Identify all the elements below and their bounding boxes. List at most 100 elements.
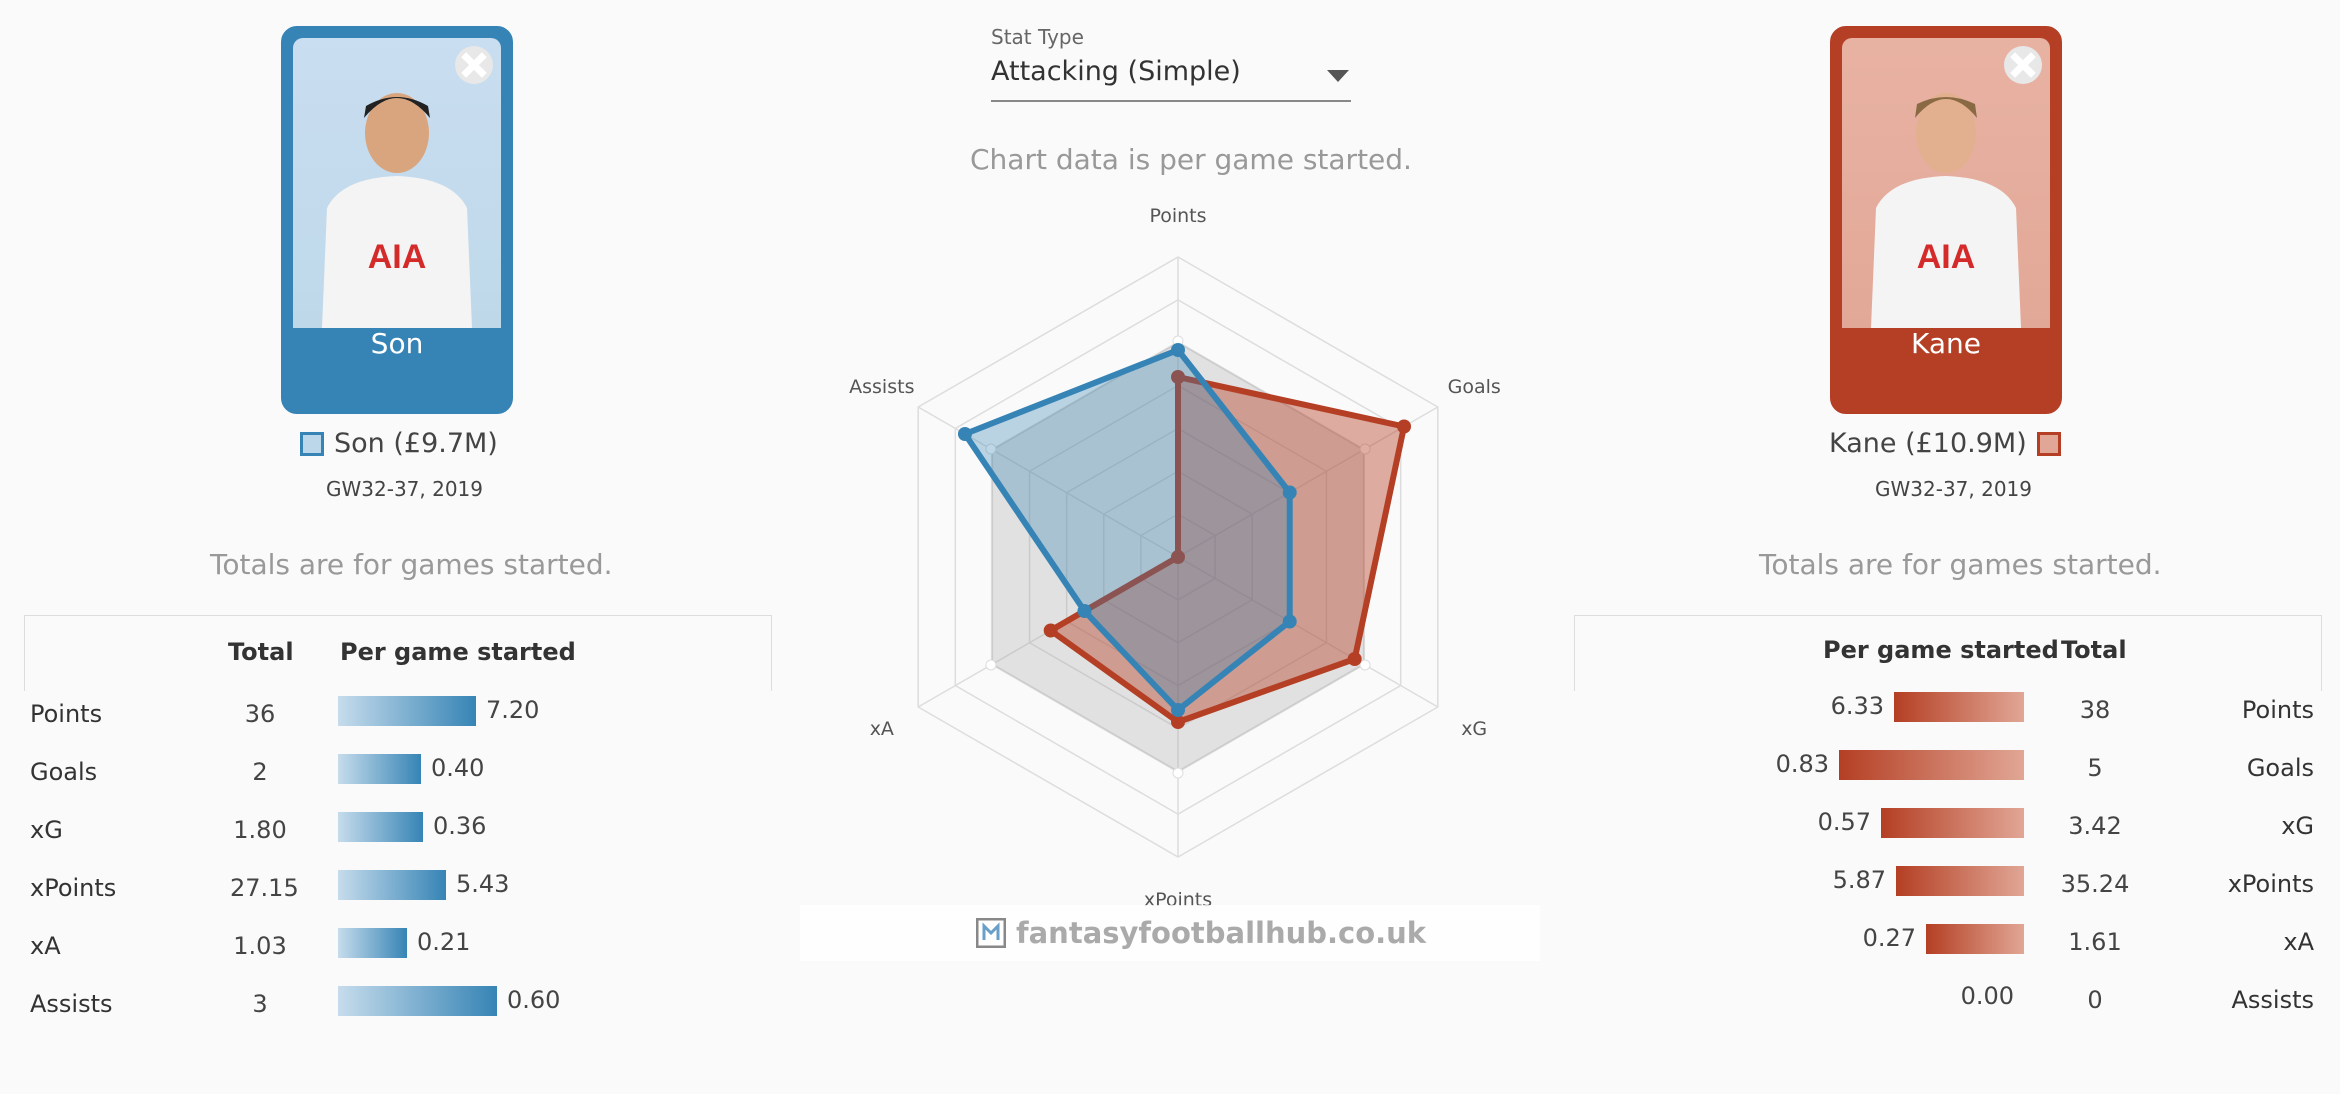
per-game-bar bbox=[1894, 692, 2024, 722]
row-total: 5 bbox=[2087, 754, 2103, 782]
data-point bbox=[1171, 703, 1185, 717]
remove-kane-button[interactable] bbox=[2004, 46, 2042, 84]
row-label: Points bbox=[30, 700, 103, 728]
legend-swatch-kane bbox=[2036, 431, 2061, 456]
per-game-bar bbox=[338, 812, 423, 842]
player-photo-kane: AIA bbox=[1842, 38, 2050, 328]
row-per-game: 0.00 bbox=[1960, 982, 2014, 1010]
row-label: xPoints bbox=[2227, 870, 2314, 898]
data-point bbox=[1171, 343, 1185, 357]
legend-swatch-son bbox=[300, 431, 324, 456]
legend-label-kane: Kane (£10.9M) bbox=[1829, 428, 2027, 459]
data-point bbox=[1397, 419, 1412, 434]
axis-label: Assists bbox=[849, 376, 914, 398]
axis-line bbox=[1177, 556, 1439, 708]
row-total: 38 bbox=[2079, 696, 2111, 724]
player-card-son[interactable]: AIA Son bbox=[281, 26, 513, 414]
row-label: Assists bbox=[2231, 986, 2314, 1014]
row-per-game: 7.20 bbox=[486, 696, 540, 724]
left-header-per-game: Per game started bbox=[340, 638, 576, 666]
row-per-game: 0.57 bbox=[1817, 808, 1871, 836]
left-table-header bbox=[24, 615, 772, 691]
row-label: xA bbox=[2283, 928, 2314, 956]
totals-note-right: Totals are for games started. bbox=[1759, 548, 2162, 581]
right-header-total: Total bbox=[2061, 636, 2127, 664]
per-game-bar bbox=[1839, 750, 2024, 780]
row-total: 36 bbox=[244, 700, 276, 728]
data-point bbox=[1077, 604, 1092, 618]
player-photo-son: AIA bbox=[293, 38, 501, 328]
row-per-game: 5.43 bbox=[456, 870, 510, 898]
player-silhouette: AIA bbox=[1871, 93, 2021, 328]
row-per-game: 0.27 bbox=[1862, 924, 1916, 952]
row-label: Goals bbox=[2246, 754, 2314, 782]
axis-label: Points bbox=[1149, 205, 1206, 227]
row-per-game: 0.36 bbox=[433, 812, 487, 840]
per-game-bar bbox=[1896, 866, 2024, 896]
row-total: 1.80 bbox=[233, 816, 287, 844]
per-game-bar bbox=[338, 870, 446, 900]
svg-text:AIA: AIA bbox=[368, 238, 427, 276]
player-silhouette: AIA bbox=[322, 93, 472, 328]
row-total: 1.61 bbox=[2068, 928, 2122, 956]
data-point bbox=[985, 659, 997, 671]
per-game-bar bbox=[338, 754, 421, 784]
row-per-game: 0.21 bbox=[417, 928, 471, 956]
data-point bbox=[1359, 659, 1371, 671]
row-label: Goals bbox=[30, 758, 98, 786]
per-game-bar bbox=[1881, 808, 2024, 838]
row-total: 35.24 bbox=[2060, 870, 2130, 898]
data-point bbox=[1171, 715, 1185, 729]
data-point bbox=[1347, 652, 1362, 666]
row-label: xG bbox=[30, 816, 63, 844]
legend-son[interactable]: Son (£9.7M) bbox=[300, 428, 498, 459]
row-label: Points bbox=[2241, 696, 2314, 724]
chart-note: Chart data is per game started. bbox=[970, 143, 1412, 176]
left-header-total: Total bbox=[228, 638, 294, 666]
logo-icon bbox=[976, 918, 1006, 948]
gameweek-range-son: GW32-37, 2019 bbox=[326, 477, 484, 501]
watermark: fantasyfootballhub.co.uk bbox=[976, 916, 1426, 950]
row-per-game: 5.87 bbox=[1832, 866, 1886, 894]
row-per-game: 6.33 bbox=[1830, 692, 1884, 720]
remove-son-button[interactable] bbox=[455, 46, 493, 84]
row-label: xA bbox=[30, 932, 61, 960]
stat-type-label: Stat Type bbox=[991, 25, 1084, 49]
stat-type-select[interactable]: Attacking (Simple) bbox=[991, 56, 1351, 102]
data-point bbox=[1282, 614, 1297, 629]
axis-label: Goals bbox=[1448, 376, 1501, 398]
chevron-down-icon bbox=[1327, 70, 1349, 82]
per-game-bar bbox=[1926, 924, 2024, 954]
watermark-text: fantasyfootballhub.co.uk bbox=[1016, 916, 1427, 950]
stat-type-value: Attacking (Simple) bbox=[991, 56, 1241, 87]
per-game-bar bbox=[338, 928, 407, 958]
row-total: 1.03 bbox=[233, 932, 287, 960]
close-icon bbox=[2010, 52, 2036, 78]
player-card-name: Kane bbox=[1911, 327, 1981, 360]
data-point bbox=[985, 443, 997, 455]
player-card-name: Son bbox=[370, 327, 424, 360]
per-game-bar bbox=[338, 696, 476, 726]
axis-label: xA bbox=[870, 718, 894, 740]
legend-kane[interactable]: Kane (£10.9M) bbox=[1829, 428, 2061, 459]
player-card-kane[interactable]: AIA Kane bbox=[1830, 26, 2062, 414]
row-total: 3.42 bbox=[2068, 812, 2122, 840]
watermark-bar bbox=[800, 905, 1540, 961]
row-per-game: 0.60 bbox=[507, 986, 561, 1014]
legend-label-son: Son (£9.7M) bbox=[334, 428, 498, 459]
data-point bbox=[1171, 370, 1185, 384]
per-game-bar bbox=[338, 986, 497, 1016]
right-table-header bbox=[1574, 615, 2322, 691]
row-per-game: 0.40 bbox=[431, 754, 485, 782]
data-point bbox=[1359, 443, 1371, 455]
totals-note-left: Totals are for games started. bbox=[210, 548, 613, 581]
svg-text:AIA: AIA bbox=[1917, 238, 1976, 276]
row-label: xPoints bbox=[30, 874, 117, 902]
right-header-per-game: Per game started bbox=[1823, 636, 2059, 664]
row-total: 2 bbox=[252, 758, 268, 786]
data-point bbox=[957, 427, 972, 441]
data-point bbox=[1172, 767, 1184, 779]
gameweek-range-kane: GW32-37, 2019 bbox=[1875, 477, 2033, 501]
row-total: 0 bbox=[2087, 986, 2103, 1014]
